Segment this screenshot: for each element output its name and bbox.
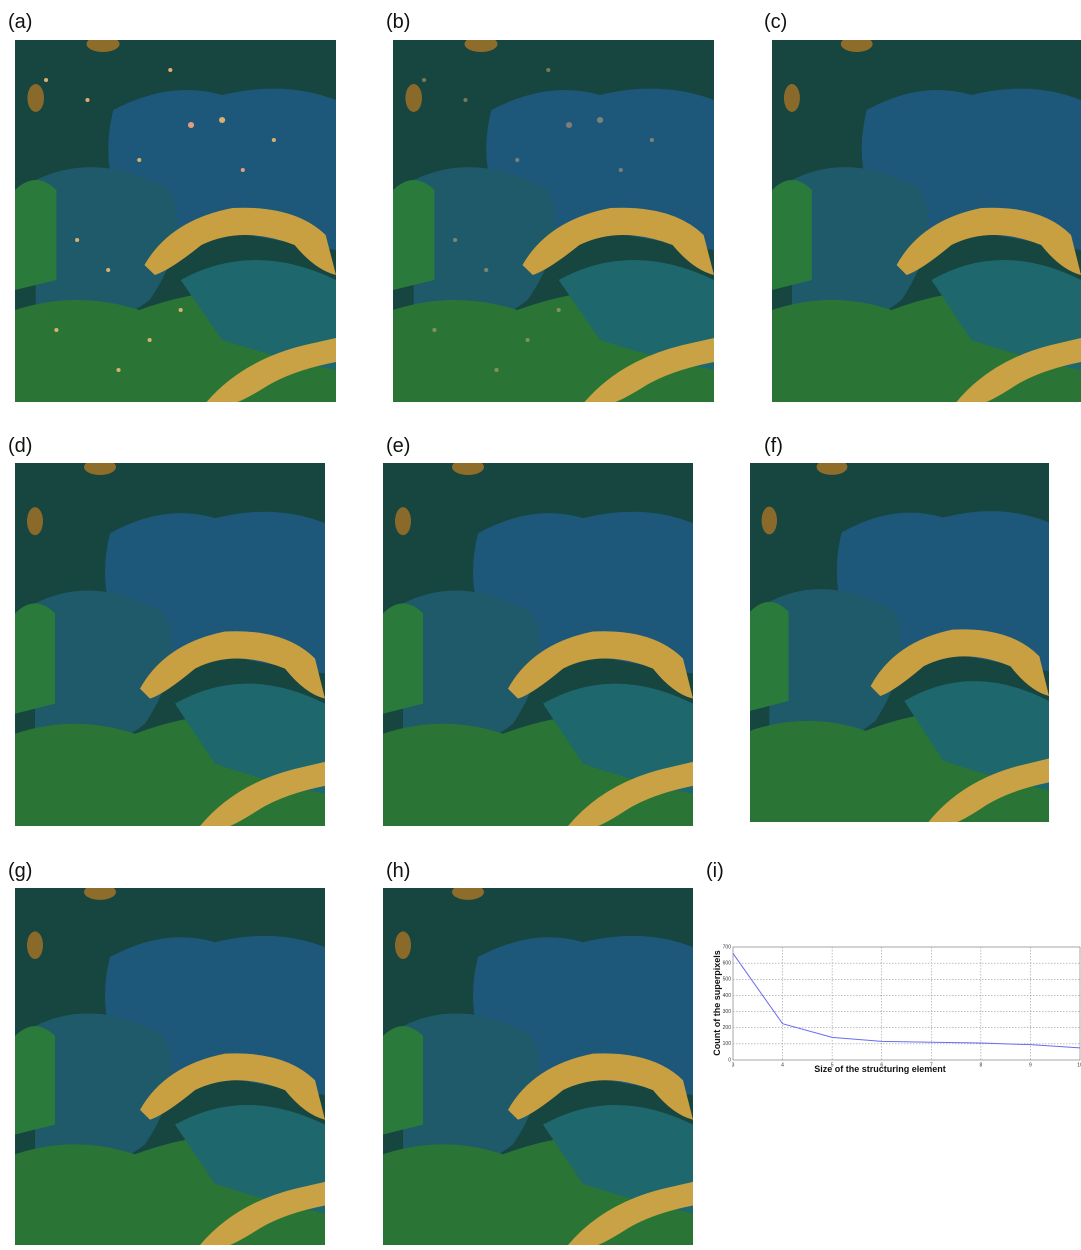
y-tick-label: 0: [728, 1057, 731, 1063]
panel-image: [383, 463, 693, 826]
x-tick-label: 4: [781, 1062, 784, 1068]
panel-label: (e): [386, 435, 410, 457]
y-tick-label: 200: [723, 1025, 732, 1031]
panel-image: [15, 463, 325, 826]
y-tick-label: 400: [723, 993, 732, 999]
panel-image: [15, 40, 336, 402]
panel-image: [393, 40, 714, 402]
panel-label: (b): [386, 11, 410, 33]
data-line: [732, 953, 1081, 1049]
panel-label: (d): [8, 435, 32, 457]
y-tick-label: 300: [723, 1009, 732, 1015]
panel-label: (g): [8, 860, 32, 882]
x-tick-label: 8: [979, 1062, 982, 1068]
y-tick-label: 700: [723, 944, 732, 950]
panel-label: (i): [706, 860, 724, 882]
plot-frame: [732, 946, 1081, 1061]
panel-label: (h): [386, 860, 410, 882]
y-tick-label: 100: [723, 1041, 732, 1047]
x-tick-label: 5: [831, 1062, 834, 1068]
panel-image: [750, 463, 1049, 822]
y-tick-label: 600: [723, 960, 732, 966]
panel-label: (c): [764, 11, 787, 33]
panel-image: [383, 888, 693, 1245]
panel-image: [15, 888, 325, 1245]
x-tick-label: 10: [1077, 1062, 1081, 1068]
x-tick-label: 9: [1029, 1062, 1032, 1068]
x-tick-label: 6: [880, 1062, 883, 1068]
x-axis-label: Size of the structuring element: [814, 1064, 946, 1074]
y-tick-label: 500: [723, 977, 732, 983]
x-tick-label: 7: [930, 1062, 933, 1068]
panel-image: [772, 40, 1081, 402]
panel-label: (a): [8, 11, 32, 33]
panel-label: (f): [764, 435, 783, 457]
x-tick-label: 3: [732, 1062, 735, 1068]
y-axis-label: Count of the superpixels: [712, 950, 722, 1056]
